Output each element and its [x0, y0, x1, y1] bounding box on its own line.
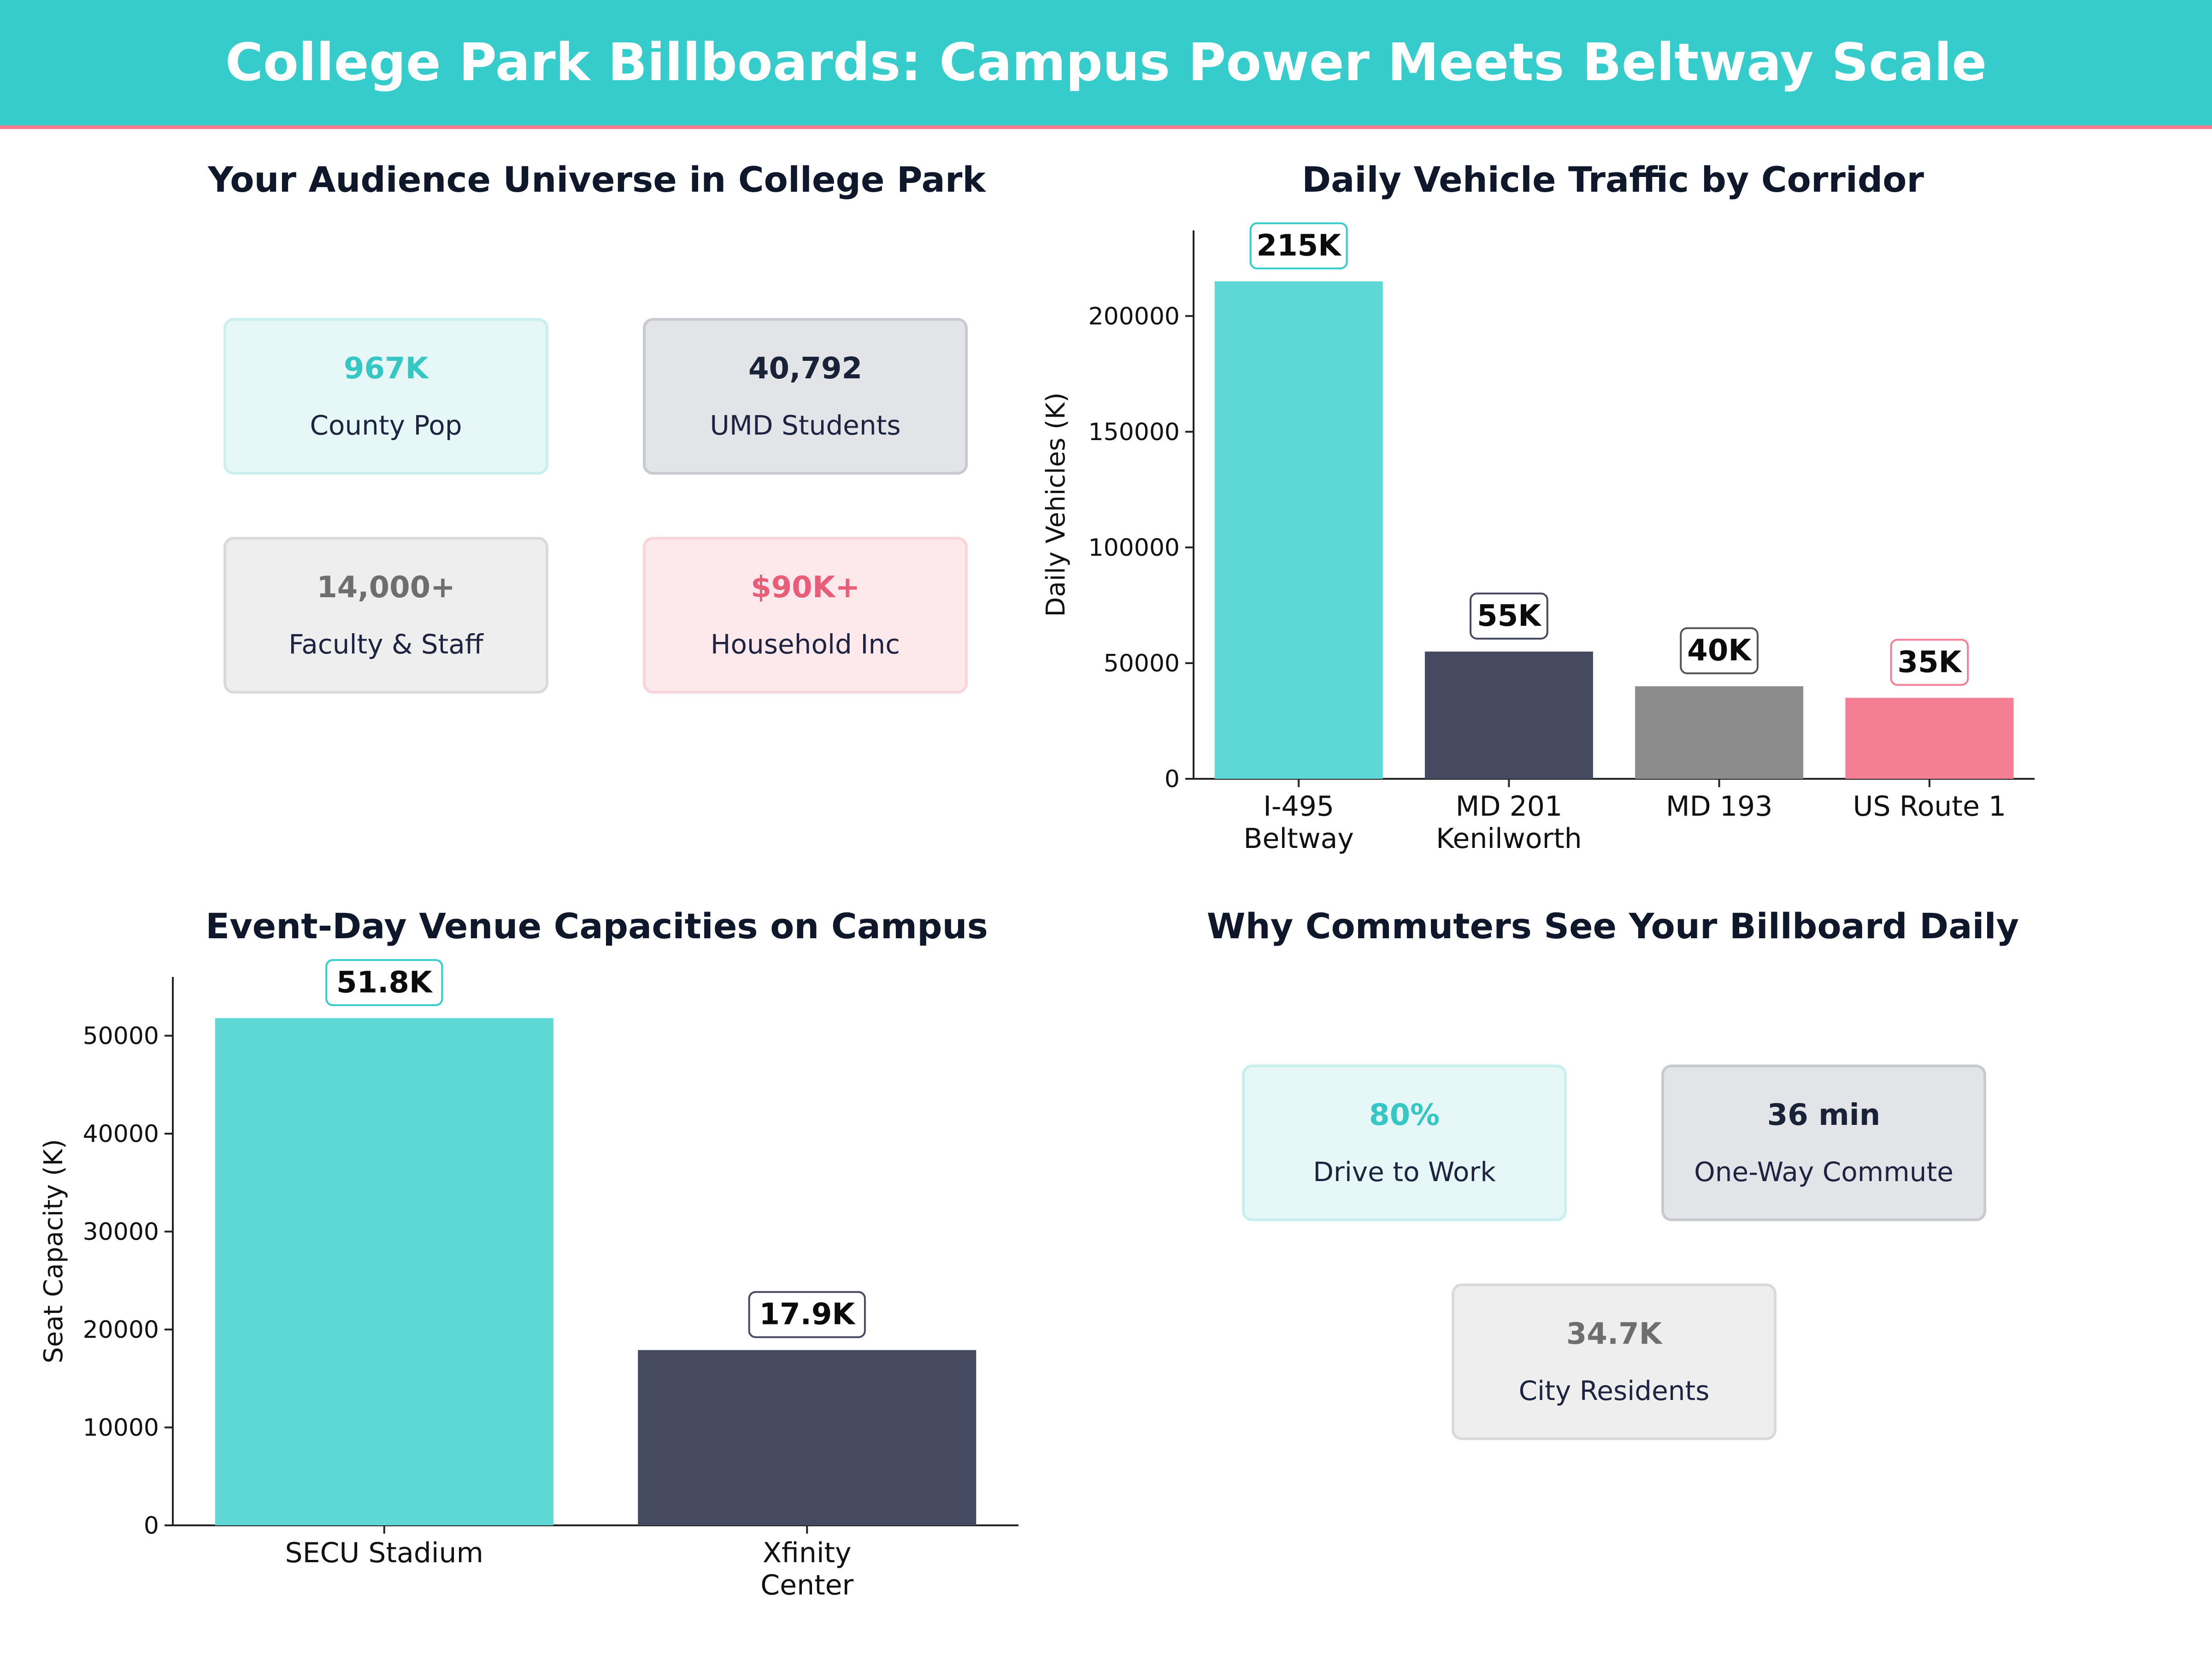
kpi-label: Faculty & Staff [288, 629, 483, 660]
kpi-value: 36 min [1767, 1098, 1881, 1132]
traffic-y-tick-label: 0 [1165, 765, 1180, 793]
traffic-data-label-box [1470, 592, 1548, 640]
kpi-value: 40,792 [748, 352, 862, 386]
traffic-data-label: 40K [1687, 634, 1752, 668]
traffic-y-tick-label: 200000 [1088, 303, 1180, 330]
venue-bar [638, 1350, 977, 1525]
kpi-label: Drive to Work [1313, 1156, 1496, 1188]
venue-y-tick-label: 30000 [83, 1218, 159, 1246]
kpi-card-commute-time: 36 min One-Way Commute [1661, 1065, 1986, 1221]
kpi-card-household-income: $90K+ Household Inc [643, 537, 968, 694]
traffic-y-tick-label: 150000 [1088, 418, 1180, 446]
kpi-card-faculty-staff: 14,000+ Faculty & Staff [224, 537, 548, 694]
traffic-data-label-box [1890, 639, 1969, 686]
venue-data-label-box [325, 959, 443, 1006]
venue-data-label-box [748, 1291, 866, 1338]
venue-y-tick-label: 40000 [83, 1120, 159, 1148]
traffic-category-label: Kenilworth [1436, 823, 1582, 855]
venue-y-tick-label: 10000 [83, 1414, 159, 1442]
kpi-value: 80% [1369, 1098, 1440, 1132]
venue-category-label: Xfinity [763, 1537, 852, 1569]
kpi-card-drive-to-work: 80% Drive to Work [1242, 1065, 1567, 1221]
venue-bar [215, 1018, 553, 1525]
traffic-category-label: I-495 [1263, 790, 1334, 823]
traffic-bar [1845, 698, 2014, 779]
traffic-data-label-box [1680, 627, 1759, 675]
traffic-y-tick-label: 50000 [1104, 650, 1180, 677]
kpi-card-city-residents: 34.7K City Residents [1452, 1283, 1777, 1440]
venue-y-tick-label: 0 [144, 1512, 159, 1540]
venue-category-label: SECU Stadium [285, 1537, 484, 1569]
venue-data-label: 51.8K [336, 965, 433, 1000]
traffic-bar [1424, 651, 1593, 779]
venue-data-label: 17.9K [759, 1298, 856, 1332]
venue-category-label: Center [760, 1569, 853, 1601]
traffic-y-tick-label: 100000 [1088, 534, 1180, 562]
header-banner: College Park Billboards: Campus Power Me… [0, 0, 2212, 129]
kpi-label: UMD Students [710, 410, 901, 441]
traffic-category-label: MD 193 [1666, 790, 1773, 823]
venue-y-tick-label: 20000 [83, 1316, 159, 1344]
kpi-label: City Residents [1518, 1375, 1710, 1406]
kpi-value: 967K [343, 352, 429, 386]
commute-panel-title: Why Commuters See Your Billboard Daily [1206, 906, 2019, 947]
page-title: College Park Billboards: Campus Power Me… [225, 33, 1987, 93]
kpi-label: One-Way Commute [1694, 1156, 1953, 1188]
traffic-category-label: MD 201 [1456, 790, 1563, 823]
venue-y-tick-label: 50000 [83, 1023, 159, 1050]
audience-panel-title: Your Audience Universe in College Park [208, 159, 986, 200]
kpi-card-county-pop: 967K County Pop [224, 318, 548, 475]
kpi-label: Household Inc [710, 629, 900, 660]
traffic-chart-title: Daily Vehicle Traffic by Corridor [1302, 159, 1924, 200]
traffic-bar [1214, 281, 1383, 779]
traffic-bar [1635, 686, 1804, 779]
venue-y-axis-label: Seat Capacity (K) [39, 1139, 69, 1363]
kpi-label: County Pop [310, 410, 462, 441]
traffic-category-label: Beltway [1243, 823, 1354, 855]
traffic-y-axis-label: Daily Vehicles (K) [1041, 392, 1071, 617]
traffic-category-label: US Route 1 [1853, 790, 2006, 823]
kpi-value: 34.7K [1566, 1317, 1662, 1351]
venue-chart-title: Event-Day Venue Capacities on Campus [206, 906, 988, 947]
traffic-data-label: 55K [1477, 599, 1542, 633]
kpi-card-umd-students: 40,792 UMD Students [643, 318, 968, 475]
kpi-value: $90K+ [751, 571, 860, 605]
kpi-value: 14,000+ [317, 571, 455, 605]
traffic-data-label: 35K [1898, 645, 1963, 679]
traffic-data-label-box [1249, 222, 1348, 270]
traffic-data-label: 215K [1257, 229, 1342, 263]
